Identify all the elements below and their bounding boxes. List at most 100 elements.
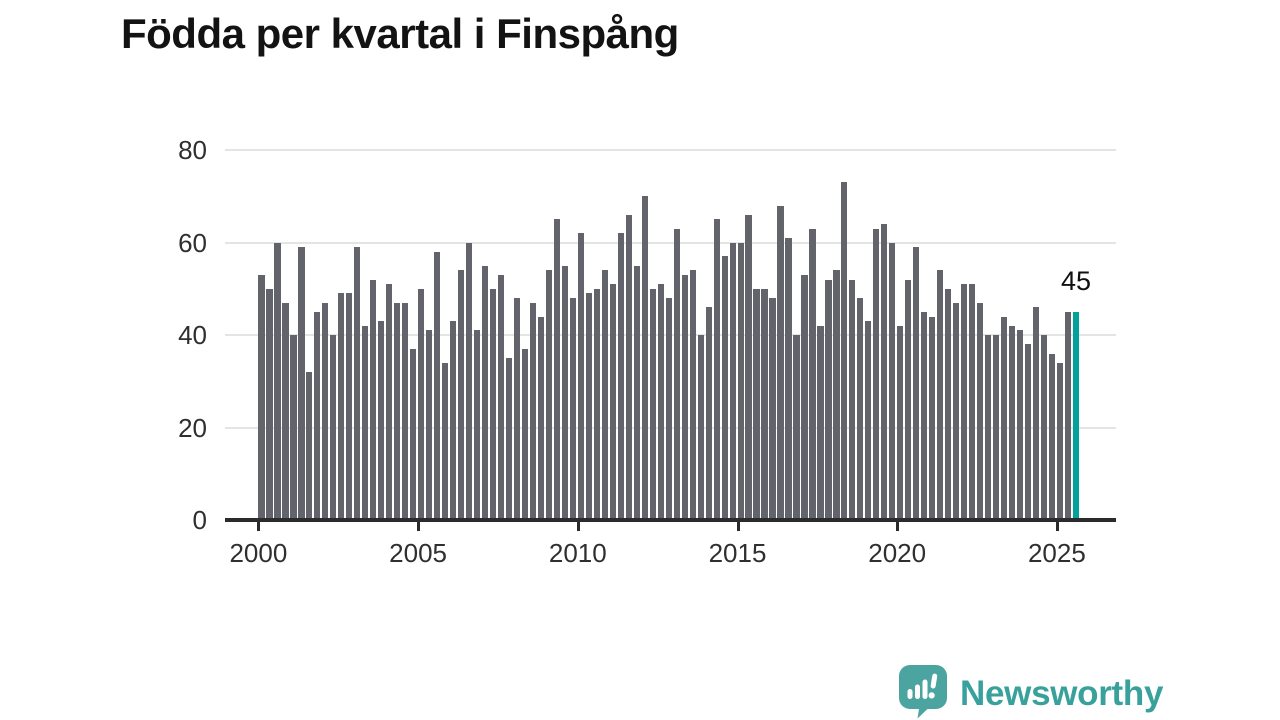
x-axis-tick-2000 xyxy=(257,522,261,531)
bar-2006-q3 xyxy=(466,242,473,520)
bar-2023-q2 xyxy=(1001,316,1008,520)
bar-2017-q1 xyxy=(801,274,808,520)
bar-2022-q3 xyxy=(977,302,984,520)
x-axis-tick-2015 xyxy=(736,522,740,531)
bar-2014-q2 xyxy=(713,219,720,520)
bar-2022-q4 xyxy=(985,335,992,520)
bar-2011-q3 xyxy=(625,214,632,520)
bar-2020-q2 xyxy=(905,279,912,520)
bar-2006-q2 xyxy=(458,270,465,520)
bar-2021-q3 xyxy=(945,288,952,520)
bar-2024-q3 xyxy=(1040,335,1048,520)
bar-2003-q2 xyxy=(362,325,369,520)
bar-2009-q3 xyxy=(561,265,569,520)
bar-2002-q3 xyxy=(338,293,345,520)
bar-2010-q4 xyxy=(601,270,608,520)
newsworthy-logo-icon xyxy=(897,663,949,720)
bar-2005-q2 xyxy=(426,330,433,520)
x-axis-tick-label-2015: 2015 xyxy=(708,538,767,568)
bar-2004-q3 xyxy=(402,302,409,520)
x-axis-tick-2005 xyxy=(417,522,421,531)
bar-2016-q4 xyxy=(793,335,800,520)
bar-2009-q2 xyxy=(553,219,561,520)
bar-2012-q1 xyxy=(641,196,648,520)
y-axis-tick-label-0: 0 xyxy=(192,505,207,535)
chart-title: Födda per kvartal i Finspång xyxy=(121,10,679,57)
bar-2015-q4 xyxy=(761,288,768,520)
bar-2008-q2 xyxy=(521,348,529,520)
x-axis-tick-2010 xyxy=(576,522,580,531)
bar-2012-q4 xyxy=(665,298,672,520)
bar-2018-q3 xyxy=(849,279,856,520)
bar-2014-q3 xyxy=(721,256,728,520)
bar-2020-q3 xyxy=(913,247,920,520)
bar-2024-q4 xyxy=(1048,353,1056,520)
bar-2002-q2 xyxy=(330,335,337,520)
bar-2003-q1 xyxy=(354,247,361,520)
bar-2014-q1 xyxy=(705,307,712,520)
bar-2019-q4 xyxy=(889,242,896,520)
bar-2016-q3 xyxy=(785,237,792,520)
bar-2015-q2 xyxy=(745,214,752,520)
bar-2001-q1 xyxy=(290,335,297,520)
bar-2025-q1 xyxy=(1056,362,1064,520)
bar-2006-q1 xyxy=(450,321,457,520)
bar-2007-q1 xyxy=(481,265,489,520)
bar-2010-q3 xyxy=(593,288,600,520)
bar-2019-q1 xyxy=(865,321,872,520)
bar-2013-q3 xyxy=(689,270,696,520)
bar-2024-q2 xyxy=(1032,307,1040,520)
bar-2017-q4 xyxy=(825,279,832,520)
bar-2000-q4 xyxy=(282,302,289,520)
bar-2011-q2 xyxy=(617,233,624,520)
bar-2003-q3 xyxy=(370,279,377,520)
bar-2000-q3 xyxy=(274,242,281,520)
bar-2018-q2 xyxy=(841,182,848,520)
bar-2012-q2 xyxy=(649,288,656,520)
bar-2021-q4 xyxy=(953,302,960,520)
bar-2013-q1 xyxy=(673,228,680,520)
newsworthy-logo-text: Newsworthy xyxy=(960,673,1164,713)
bar-2020-q1 xyxy=(897,325,904,520)
bar-2025-q2 xyxy=(1064,311,1072,520)
bar-2019-q3 xyxy=(881,224,888,520)
bar-2005-q3 xyxy=(434,251,441,520)
bar-2022-q2 xyxy=(969,284,976,520)
bar-2023-q3 xyxy=(1008,325,1016,520)
bar-2012-q3 xyxy=(657,284,664,520)
bar-2015-q1 xyxy=(737,242,744,520)
gridline-y-60 xyxy=(225,241,1116,244)
bar-2023-q4 xyxy=(1016,330,1024,520)
bar-2006-q4 xyxy=(473,330,481,520)
bar-2004-q2 xyxy=(394,302,401,520)
bar-2002-q4 xyxy=(346,293,353,520)
bar-2005-q1 xyxy=(418,288,425,520)
y-axis-tick-label-80: 80 xyxy=(178,135,207,165)
bar-2008-q3 xyxy=(529,302,537,520)
bar-2008-q1 xyxy=(513,298,521,520)
bar-2007-q3 xyxy=(497,274,505,520)
bar-2023-q1 xyxy=(993,335,1000,520)
bar-2007-q4 xyxy=(505,358,513,520)
bar-2015-q3 xyxy=(753,288,760,520)
bar-2016-q2 xyxy=(777,205,784,520)
bar-2021-q1 xyxy=(929,316,936,520)
highlight-bar-2025-q3 xyxy=(1072,311,1080,520)
bar-2002-q1 xyxy=(322,302,329,520)
x-axis-tick-label-2005: 2005 xyxy=(389,538,448,568)
y-axis-tick-label-20: 20 xyxy=(178,412,207,443)
bar-2010-q1 xyxy=(577,233,584,520)
bar-2007-q2 xyxy=(489,288,497,520)
x-axis-tick-label-2000: 2000 xyxy=(229,538,288,568)
x-axis-tick-label-2025: 2025 xyxy=(1027,538,1086,568)
bar-2014-q4 xyxy=(729,242,736,520)
bar-2005-q4 xyxy=(442,362,449,520)
bar-2001-q4 xyxy=(314,311,321,520)
bar-2018-q4 xyxy=(857,298,864,520)
bar-2008-q4 xyxy=(537,316,545,520)
x-axis-tick-label-2020: 2020 xyxy=(868,538,927,568)
bar-2021-q2 xyxy=(937,270,944,520)
y-axis-tick-label-40: 40 xyxy=(178,320,207,350)
bar-2017-q2 xyxy=(809,228,816,520)
